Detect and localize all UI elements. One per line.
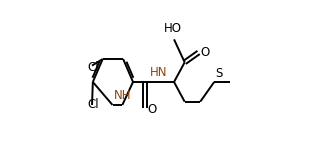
Text: Cl: Cl [87,61,99,74]
Text: O: O [201,46,210,59]
Text: HN: HN [150,66,167,79]
Text: S: S [215,67,222,80]
Text: O: O [148,102,157,116]
Text: NH: NH [114,89,131,102]
Text: Cl: Cl [87,98,99,112]
Text: HO: HO [164,22,182,35]
